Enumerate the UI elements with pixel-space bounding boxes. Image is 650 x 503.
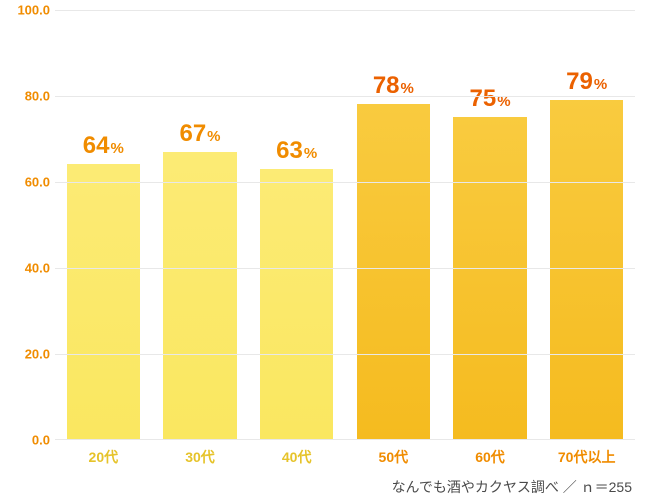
xtick-label: 20代 [89, 447, 119, 467]
bar-value-label: 75% [469, 85, 510, 113]
xtick-label: 40代 [282, 447, 312, 467]
ytick-label: 40.0 [25, 261, 50, 276]
gridline [55, 182, 635, 183]
bar-slot: 75%60代 [442, 10, 539, 439]
bar: 67% [163, 152, 236, 439]
ytick-label: 100.0 [17, 3, 50, 18]
source-note: なんでも酒やカクヤス調べ ／ ｎ＝255 [392, 477, 632, 497]
bar: 63% [260, 169, 333, 439]
ytick-label: 80.0 [25, 89, 50, 104]
plot-area: 64%20代67%30代63%40代78%50代75%60代79%70代以上 [55, 10, 635, 440]
bars-row: 64%20代67%30代63%40代78%50代75%60代79%70代以上 [55, 10, 635, 439]
gridline [55, 10, 635, 11]
xtick-label: 30代 [185, 447, 215, 467]
bar-value-label: 79% [566, 68, 607, 96]
bar: 78% [357, 104, 430, 439]
bar: 75% [453, 117, 526, 439]
gridline [55, 354, 635, 355]
bar-slot: 79%70代以上 [538, 10, 635, 439]
bar-slot: 63%40代 [248, 10, 345, 439]
xtick-label: 60代 [475, 447, 505, 467]
ytick-label: 0.0 [32, 433, 50, 448]
gridline [55, 96, 635, 97]
ytick-label: 60.0 [25, 175, 50, 190]
bar-slot: 78%50代 [345, 10, 442, 439]
bar-slot: 64%20代 [55, 10, 152, 439]
gridline [55, 268, 635, 269]
bar: 79% [550, 100, 623, 439]
bar-value-label: 67% [179, 120, 220, 148]
xtick-label: 50代 [379, 447, 409, 467]
xtick-label: 70代以上 [558, 447, 616, 467]
ytick-label: 20.0 [25, 347, 50, 362]
bar-slot: 67%30代 [152, 10, 249, 439]
bar-value-label: 63% [276, 137, 317, 165]
bar-chart: 64%20代67%30代63%40代78%50代75%60代79%70代以上 な… [0, 0, 650, 503]
bar-value-label: 64% [83, 132, 124, 160]
bar: 64% [67, 164, 140, 439]
